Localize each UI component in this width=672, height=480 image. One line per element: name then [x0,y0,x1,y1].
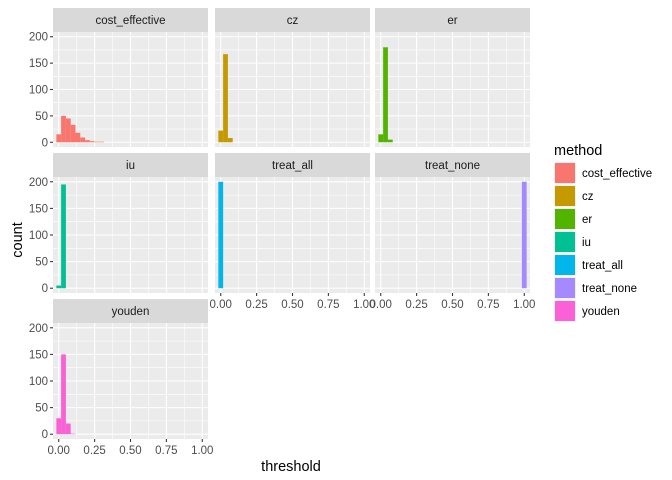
y-tick-label: 200 [29,323,48,335]
facet-label-treat-none: treat_none [425,160,480,172]
legend-label-treat-all: treat_all [582,260,623,272]
x-tick-label: 0.50 [441,299,463,311]
y-tick-label: 200 [29,177,48,189]
facet-strip-iu [53,153,208,177]
x-tick-label: 0.00 [210,299,232,311]
facet-strip-treat-all [215,153,370,177]
bar-cost-effective [56,134,62,143]
x-tick-label: 0.75 [155,445,177,457]
facet-label-cz: cz [287,15,299,27]
facet-cz: cz [215,8,370,147]
legend-swatch-treat-all [555,255,575,275]
bar-er [387,139,393,143]
y-tick-label: 150 [29,203,48,215]
bar-cost-effective [75,132,81,143]
facet-strip-er [375,8,530,32]
facet-treat-none: treat_none 0.00 0.25 0.50 0.75 1.00 [370,153,535,311]
legend-label-cz: cz [582,191,594,203]
facet-strip-cz [215,8,370,32]
bar-iu [61,184,66,289]
facet-strip-treat-none [375,153,530,177]
y-tick-label: 150 [29,349,48,361]
legend-swatch-iu [555,232,575,252]
x-axis-title: threshold [261,459,321,475]
bar-treat-all [218,181,224,289]
bar-cost-effective [65,118,71,143]
facet-treat-all: treat_all 0.00 0.25 0.50 0.75 1.00 [210,153,375,311]
x-tick-label: 0.50 [281,299,303,311]
y-tick-label: 100 [29,85,48,97]
facet-er: er [375,8,530,147]
y-tick-label: 0 [42,429,48,441]
bar-cz [218,130,224,143]
facet-iu: iu 0 50 100 150 200 [29,153,208,295]
bar-treat-none [521,181,527,289]
x-tick-label: 1.00 [353,299,375,311]
facet-youden: youden 0 50 100 150 200 0.00 0.25 0.50 0.75 1.00 [29,299,213,457]
bar-youden [61,354,66,435]
facet-label-er: er [447,15,457,27]
facet-strip-cost-effective [53,8,208,32]
y-tick-label: 50 [35,257,48,269]
legend-swatch-youden [555,301,575,321]
bar-cost-effective [89,141,95,143]
facet-panels: cost_effective 0 50 100 150 200 cz er iu 0 50 100 15… [29,8,535,457]
bar-youden [56,418,62,435]
bar-cost-effective [70,124,76,143]
bar-youden [65,423,71,435]
legend-swatch-cz [555,186,575,206]
bar-er [378,134,384,143]
y-tick-label: 100 [29,230,48,242]
legend-swatch-er [555,209,575,229]
bar-cost-effective [94,141,100,143]
y-tick-label: 200 [29,32,48,44]
y-tick-label: 100 [29,376,48,388]
y-tick-label: 50 [35,403,48,415]
legend-label-treat-none: treat_none [582,283,637,295]
facet-label-treat-all: treat_all [272,160,313,172]
facet-strip-youden [53,299,208,323]
facet-label-youden: youden [112,306,150,318]
legend-label-iu: iu [582,237,591,249]
bar-cost-effective [61,115,66,143]
x-tick-label: 0.00 [48,445,70,457]
x-tick-label: 0.25 [245,299,267,311]
legend-label-youden: youden [582,306,620,318]
bar-cost-effective [99,141,105,143]
legend-label-er: er [582,214,592,226]
x-tick-label: 1.00 [191,445,213,457]
bar-cz [227,138,233,143]
x-tick-label: 0.50 [119,445,141,457]
legend-title: method [554,143,602,159]
bar-iu [56,285,62,289]
x-tick-label: 1.00 [513,299,535,311]
facet-label-cost-effective: cost_effective [95,15,165,27]
x-tick-label: 0.25 [405,299,427,311]
y-tick-label: 0 [42,283,48,295]
bar-youden [70,433,76,435]
legend-swatch-cost-effective [555,163,575,183]
x-tick-label: 0.25 [83,445,105,457]
legend-swatch-treat-none [555,278,575,298]
facet-label-iu: iu [126,160,135,172]
bar-cost-effective [80,137,86,143]
x-tick-label: 0.00 [370,299,392,311]
legend-label-cost-effective: cost_effective [582,168,652,180]
x-tick-label: 0.75 [477,299,499,311]
y-tick-label: 50 [35,111,48,123]
bar-cz [223,54,228,143]
bar-cost-effective [85,140,90,143]
y-tick-label: 0 [42,137,48,149]
y-tick-label: 150 [29,58,48,70]
x-tick-label: 0.75 [317,299,339,311]
y-axis-title: count [10,222,26,257]
facet-cost-effective: cost_effective 0 50 100 150 200 [29,8,208,149]
bar-er [383,47,388,143]
